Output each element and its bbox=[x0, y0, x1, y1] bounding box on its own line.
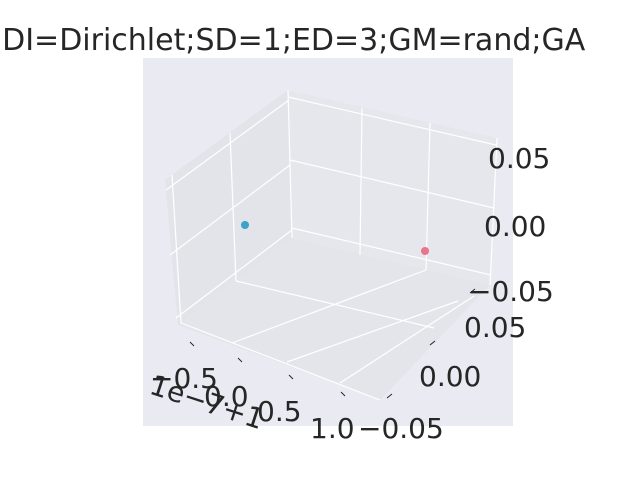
back-pane bbox=[288, 90, 497, 285]
y-tick-label: 0.05 bbox=[464, 311, 526, 344]
x-tick-label: 1.0 bbox=[310, 412, 355, 445]
x-axis-tick-labels: −0.5 0.0 0.5 1.0 bbox=[150, 362, 355, 445]
z-axis-tick-labels: −0.05 0.00 0.05 bbox=[468, 142, 554, 308]
grid-lines bbox=[165, 89, 498, 401]
x-tick-label: −0.5 bbox=[150, 362, 218, 395]
z-tick-label: 0.00 bbox=[484, 210, 546, 243]
y-axis-tick-labels: −0.05 0.00 0.05 bbox=[358, 311, 526, 445]
left-pane bbox=[165, 90, 292, 325]
x-tick-label: 0.0 bbox=[204, 380, 249, 413]
y-tick-label: −0.05 bbox=[358, 412, 444, 445]
data-points bbox=[241, 221, 429, 255]
data-point-2 bbox=[421, 247, 429, 255]
z-tick-label: −0.05 bbox=[468, 275, 554, 308]
axis-ticks bbox=[189, 288, 476, 399]
z-tick-label: 0.05 bbox=[488, 142, 550, 175]
data-point-1 bbox=[241, 221, 249, 229]
chart-title: ;DI=Dirichlet;SD=1;ED=3;GM=rand;GA bbox=[0, 23, 586, 58]
x-tick-label: 0.5 bbox=[257, 395, 302, 428]
y-tick-label: 0.00 bbox=[419, 360, 481, 393]
floor-pane bbox=[178, 238, 490, 400]
